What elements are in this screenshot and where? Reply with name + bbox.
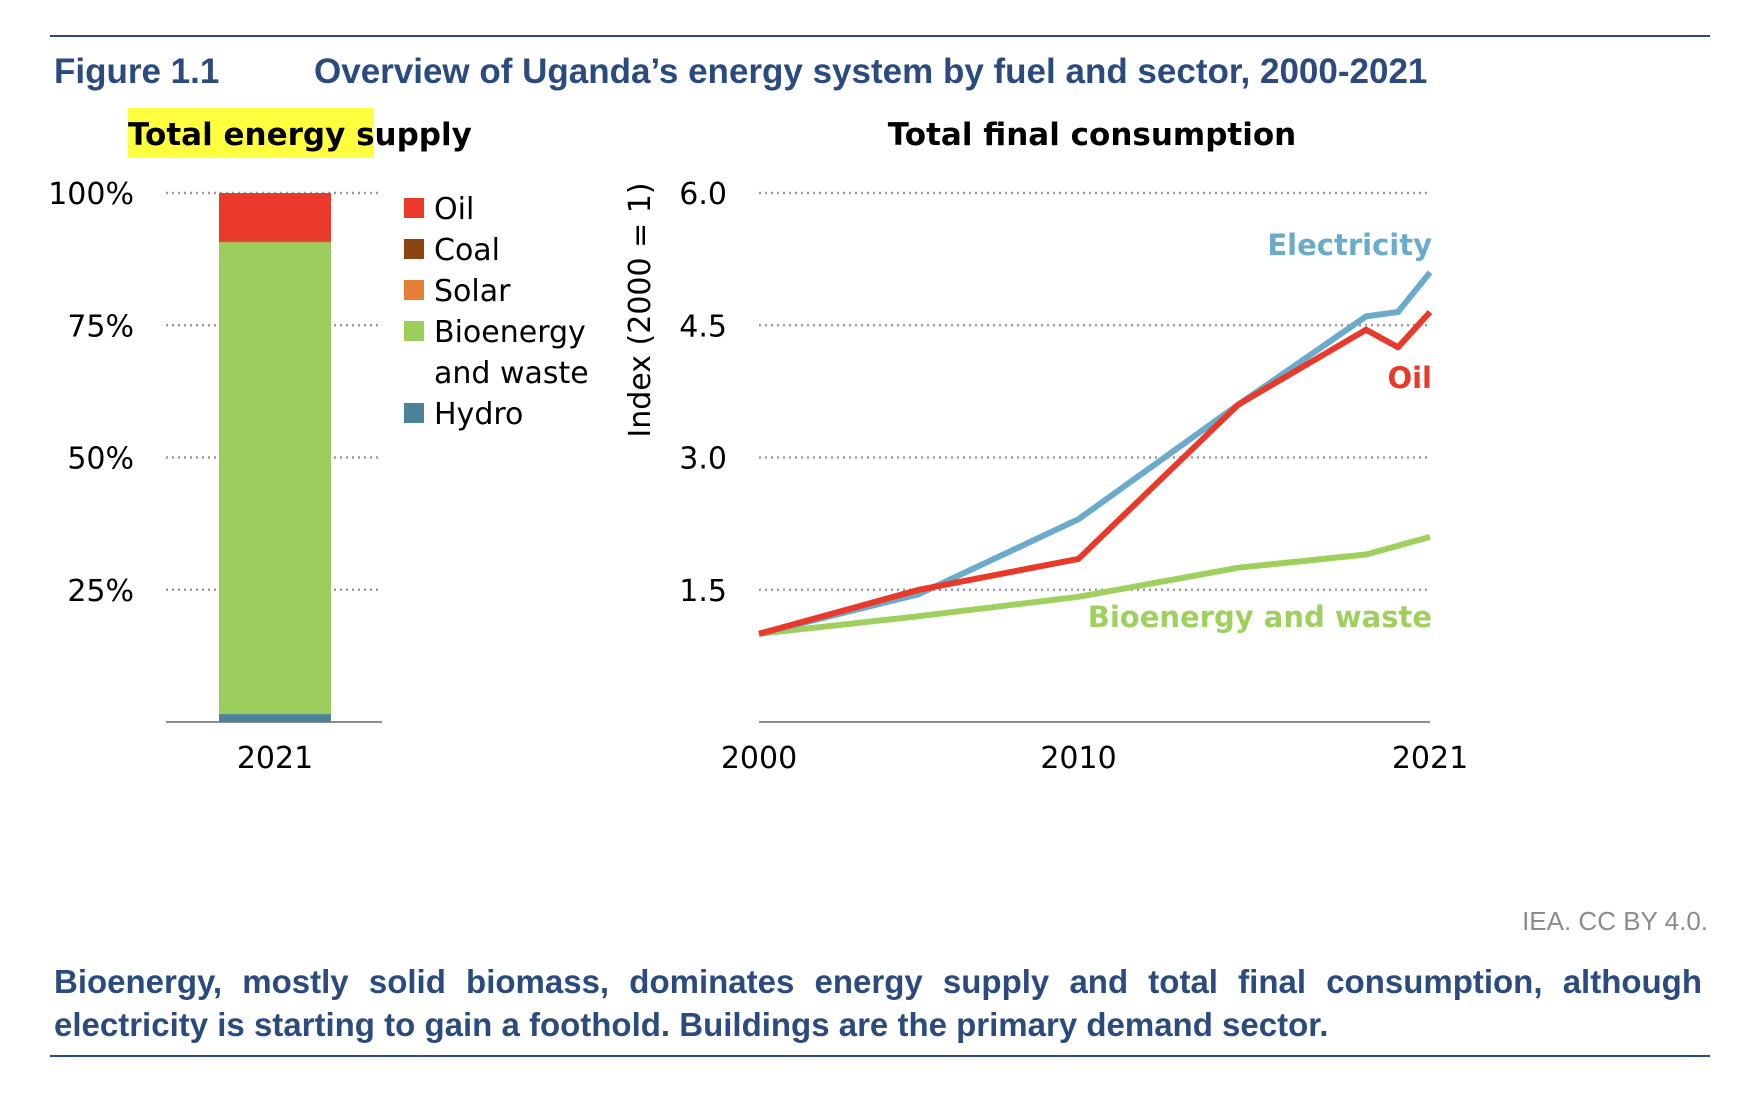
series-label: Oil [1387,361,1432,395]
figure-charts: Total energy supply 100% 75% 50% 25% 2021 Oil C… [48,108,1468,776]
final-consumption-chart: Total final consumption Index (2000 = 1) 6… [623,117,1468,776]
bar-segment [219,240,331,242]
legend-swatch [404,198,424,218]
legend-label: Oil [434,192,474,227]
x-tick-label: 2021 [1392,741,1468,776]
legend-swatch [404,280,424,300]
y-tick-label: 25% [67,574,134,609]
left-chart-title: Total energy supply [128,117,472,153]
legend-label: Hydro [434,397,523,432]
x-tick-label: 2010 [1040,741,1116,776]
figure-header: Figure 1.1 Overview of Uganda’s energy sy… [54,52,1427,92]
series-label: Electricity [1267,228,1432,262]
series-line [758,534,1431,637]
figure-caption: Bioenergy, mostly solid biomass, dominat… [54,963,1702,1043]
legend-label: and waste [434,356,589,391]
y-tick-label: 100% [48,177,134,212]
bar-segment [219,241,331,243]
legend-label: Bioenergy [434,315,586,350]
bar-segment [219,714,331,722]
y-tick-label: 1.5 [679,574,727,609]
series-line [758,270,1433,637]
figure-number: Figure 1.1 [54,52,220,91]
bar-segment [219,242,331,715]
top-rule [50,35,1710,37]
y-tick-label: 50% [67,442,134,477]
x-tick-label: 2000 [721,741,797,776]
y-tick-label: 6.0 [679,177,727,212]
right-chart-title: Total final consumption [888,117,1296,153]
bottom-rule [50,1055,1710,1057]
x-tick-label: 2021 [237,741,313,776]
series-label: Bioenergy and waste [1088,600,1432,634]
y-tick-label: 4.5 [679,309,727,344]
credit-text: IEA. CC BY 4.0. [1522,906,1708,936]
title-highlight [128,108,374,158]
y-tick-label: 75% [67,309,134,344]
legend-label: Coal [434,233,500,268]
legend-swatch [404,321,424,341]
y-axis-label: Index (2000 = 1) [623,182,658,437]
legend-label: Solar [434,274,511,309]
series-line [758,309,1433,637]
legend-swatch [404,239,424,259]
legend-swatch [404,403,424,423]
y-tick-label: 3.0 [679,442,727,477]
figure-title: Overview of Uganda’s energy system by fu… [314,52,1428,91]
bar-segment [219,193,331,241]
energy-supply-chart: Total energy supply 100% 75% 50% 25% 2021 Oil C… [48,108,589,776]
